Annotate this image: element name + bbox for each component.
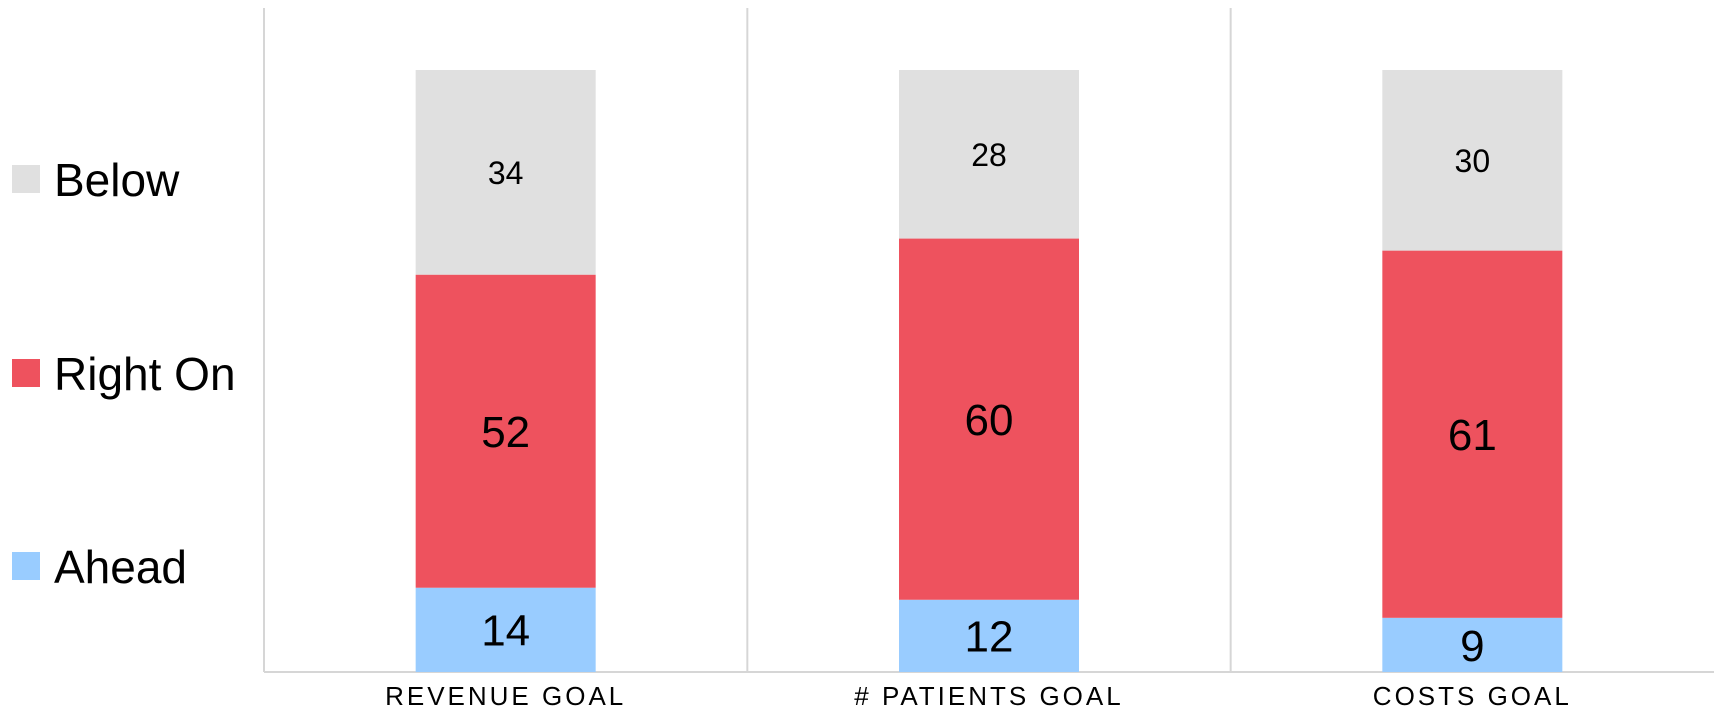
legend-label-ahead: Ahead xyxy=(54,541,187,593)
bar-ahead-patients-goal xyxy=(899,599,1079,672)
category-label-revenue-goal: REVENUE GOAL xyxy=(385,681,626,711)
legend-swatch-right-on xyxy=(12,359,40,387)
legend-label-right-on: Right On xyxy=(54,348,236,400)
legend-label-below: Below xyxy=(54,154,180,206)
data-label-below-costs-goal: 30 xyxy=(1455,143,1491,179)
legend: Below Right On Ahead xyxy=(12,154,236,593)
bar-right-on-patients-goal xyxy=(899,238,1079,600)
data-label-right-on-revenue-goal: 52 xyxy=(481,408,530,457)
bar-below-costs-goal xyxy=(1382,70,1563,251)
data-label-ahead-costs-goal: 9 xyxy=(1460,622,1484,671)
category-labels: REVENUE GOAL # PATIENTS GOAL COSTS GOAL xyxy=(385,681,1572,711)
bar-ahead-revenue-goal xyxy=(415,587,596,672)
bar-right-on-revenue-goal xyxy=(415,274,596,588)
bar-ahead-costs-goal xyxy=(1382,617,1563,672)
data-label-below-revenue-goal: 34 xyxy=(488,155,524,191)
legend-item-ahead: Ahead xyxy=(12,541,187,593)
bar-below-revenue-goal xyxy=(415,70,596,275)
category-label-costs-goal: COSTS GOAL xyxy=(1373,681,1572,711)
bar-below-patients-goal xyxy=(899,70,1079,239)
legend-item-below: Below xyxy=(12,154,180,206)
data-label-below-patients-goal: 28 xyxy=(971,137,1007,173)
bar-right-on-costs-goal xyxy=(1382,250,1563,618)
data-label-ahead-revenue-goal: 14 xyxy=(481,607,530,656)
data-label-ahead-patients-goal: 12 xyxy=(965,613,1014,662)
data-label-right-on-patients-goal: 60 xyxy=(965,396,1014,445)
data-label-right-on-costs-goal: 61 xyxy=(1448,411,1497,460)
category-label-patients-goal: # PATIENTS GOAL xyxy=(854,681,1123,711)
legend-item-right-on: Right On xyxy=(12,348,236,400)
legend-swatch-below xyxy=(12,165,40,193)
legend-swatch-ahead xyxy=(12,552,40,580)
bars: 14 52 34 12 60 28 9 61 30 xyxy=(415,70,1563,672)
